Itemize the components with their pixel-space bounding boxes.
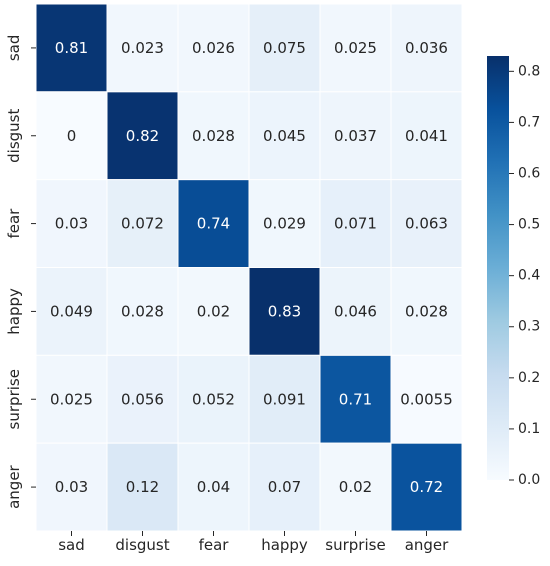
heatmap-cell-surprise-happy <box>248 354 321 444</box>
x-tick-label-surprise: surprise <box>325 536 385 554</box>
heatmap-cell-disgust-disgust <box>106 91 179 181</box>
cell-value-label-happy-anger: 0.028 <box>405 302 448 320</box>
cell-value-label-fear-disgust: 0.072 <box>121 215 164 233</box>
cell-value-label-sad-sad: 0.81 <box>55 39 88 57</box>
heatmap-cell-sad-disgust <box>106 3 179 93</box>
cell-value-label-disgust-disgust: 0.82 <box>126 127 159 145</box>
heatmap-cell-happy-disgust <box>106 267 179 356</box>
heatmap-cell-sad-surprise <box>319 3 392 93</box>
heatmap-cell-disgust-anger <box>390 91 463 181</box>
heatmap-cell-happy-sad <box>35 267 108 356</box>
cell-value-label-fear-sad: 0.03 <box>55 215 88 233</box>
cell-value-label-happy-happy: 0.83 <box>268 302 301 320</box>
cell-value-label-anger-surprise: 0.02 <box>339 478 372 496</box>
heatmap-cell-sad-happy <box>248 3 321 93</box>
cell-value-label-disgust-surprise: 0.037 <box>334 127 377 145</box>
cell-value-label-disgust-happy: 0.045 <box>263 127 306 145</box>
cell-value-label-surprise-sad: 0.025 <box>50 390 93 408</box>
cell-value-label-surprise-surprise: 0.71 <box>339 390 372 408</box>
cell-value-label-anger-fear: 0.04 <box>197 478 230 496</box>
cell-value-label-anger-anger: 0.72 <box>410 478 443 496</box>
x-axis-ticks: sad disgust fear happy surprise anger <box>58 531 449 554</box>
x-tick-label-fear: fear <box>199 536 230 554</box>
cell-value-label-sad-happy: 0.075 <box>263 39 306 57</box>
heatmap-cell-fear-disgust <box>106 179 179 269</box>
heatmap-cell-fear-anger <box>390 179 463 269</box>
colorbar-tick-label-7: 0.7 <box>518 114 540 130</box>
cell-value-label-surprise-anger: 0.0055 <box>400 390 453 408</box>
heatmap-cell-surprise-surprise <box>319 354 392 444</box>
cell-value-label-surprise-happy: 0.091 <box>263 390 306 408</box>
colorbar-tick-label-3: 0.3 <box>518 319 540 335</box>
cell-value-label-disgust-sad: 0 <box>67 127 77 145</box>
y-tick-label-anger: anger <box>5 464 23 508</box>
cell-value-label-fear-anger: 0.063 <box>405 215 448 233</box>
cell-value-label-sad-disgust: 0.023 <box>121 39 164 57</box>
y-tick-label-sad: sad <box>5 35 23 62</box>
cell-value-label-happy-fear: 0.02 <box>197 302 230 320</box>
heatmap-cell-surprise-fear <box>177 354 250 444</box>
cell-value-label-disgust-anger: 0.041 <box>405 127 448 145</box>
cell-value-label-happy-sad: 0.049 <box>50 302 93 320</box>
cell-value-label-fear-fear: 0.74 <box>197 215 230 233</box>
cell-value-label-sad-surprise: 0.025 <box>334 39 377 57</box>
heatmap-cell-fear-surprise <box>319 179 392 269</box>
heatmap-cell-anger-sad <box>35 442 108 532</box>
cell-value-label-happy-surprise: 0.046 <box>334 302 377 320</box>
cell-value-label-fear-happy: 0.029 <box>263 215 306 233</box>
heatmap-cell-anger-surprise <box>319 442 392 532</box>
heatmap-cell-surprise-sad <box>35 354 108 444</box>
cell-value-label-anger-disgust: 0.12 <box>126 478 159 496</box>
cell-value-label-surprise-disgust: 0.056 <box>121 390 164 408</box>
heatmap-cell-anger-anger <box>390 442 463 532</box>
heatmap-cell-sad-sad <box>35 3 108 93</box>
x-tick-label-happy: happy <box>261 536 308 554</box>
heatmap-cell-happy-anger <box>390 267 463 356</box>
colorbar-tick-label-4: 0.4 <box>518 268 540 284</box>
x-tick-label-disgust: disgust <box>115 536 169 554</box>
cell-value-label-happy-disgust: 0.028 <box>121 302 164 320</box>
heatmap-cell-happy-fear <box>177 267 250 356</box>
x-tick-label-sad: sad <box>58 536 85 554</box>
colorbar-gradient <box>487 56 509 480</box>
colorbar-tick-label-1: 0.1 <box>518 421 540 437</box>
heatmap-cell-fear-sad <box>35 179 108 269</box>
heatmap-cell-fear-happy <box>248 179 321 269</box>
heatmap-cell-sad-fear <box>177 3 250 93</box>
cell-value-label-anger-happy: 0.07 <box>268 478 301 496</box>
colorbar-tick-label-5: 0.5 <box>518 217 540 233</box>
colorbar: 0.0 0.1 0.2 0.3 0.4 0.5 0.6 0.7 0.8 <box>487 56 540 488</box>
cell-value-label-fear-surprise: 0.071 <box>334 215 377 233</box>
colorbar-tick-label-2: 0.2 <box>518 370 540 386</box>
heatmap-cells: 0.81 0.023 0.026 0.075 0.025 0.036 0 0.82 0.028 0… <box>35 3 463 532</box>
colorbar-tick-label-6: 0.6 <box>518 165 540 181</box>
heatmap-cell-sad-anger <box>390 3 463 93</box>
y-tick-label-fear: fear <box>5 208 23 239</box>
cell-value-label-sad-fear: 0.026 <box>192 39 235 57</box>
y-tick-label-disgust: disgust <box>5 109 23 163</box>
cell-value-label-disgust-fear: 0.028 <box>192 127 235 145</box>
heatmap-cell-happy-surprise <box>319 267 392 356</box>
y-axis-ticks: sad disgust fear happy surprise anger <box>5 35 36 509</box>
heatmap-cell-happy-happy <box>248 267 321 356</box>
colorbar-tick-label-0: 0.0 <box>518 472 540 488</box>
y-tick-label-happy: happy <box>5 288 23 335</box>
cell-value-label-surprise-fear: 0.052 <box>192 390 235 408</box>
cell-value-label-anger-sad: 0.03 <box>55 478 88 496</box>
colorbar-tick-label-8: 0.8 <box>518 63 540 79</box>
cell-value-label-sad-anger: 0.036 <box>405 39 448 57</box>
heatmap-cell-disgust-happy <box>248 91 321 181</box>
y-tick-label-surprise: surprise <box>5 369 23 429</box>
x-tick-label-anger: anger <box>405 536 449 554</box>
heatmap-cell-surprise-anger <box>390 354 463 444</box>
